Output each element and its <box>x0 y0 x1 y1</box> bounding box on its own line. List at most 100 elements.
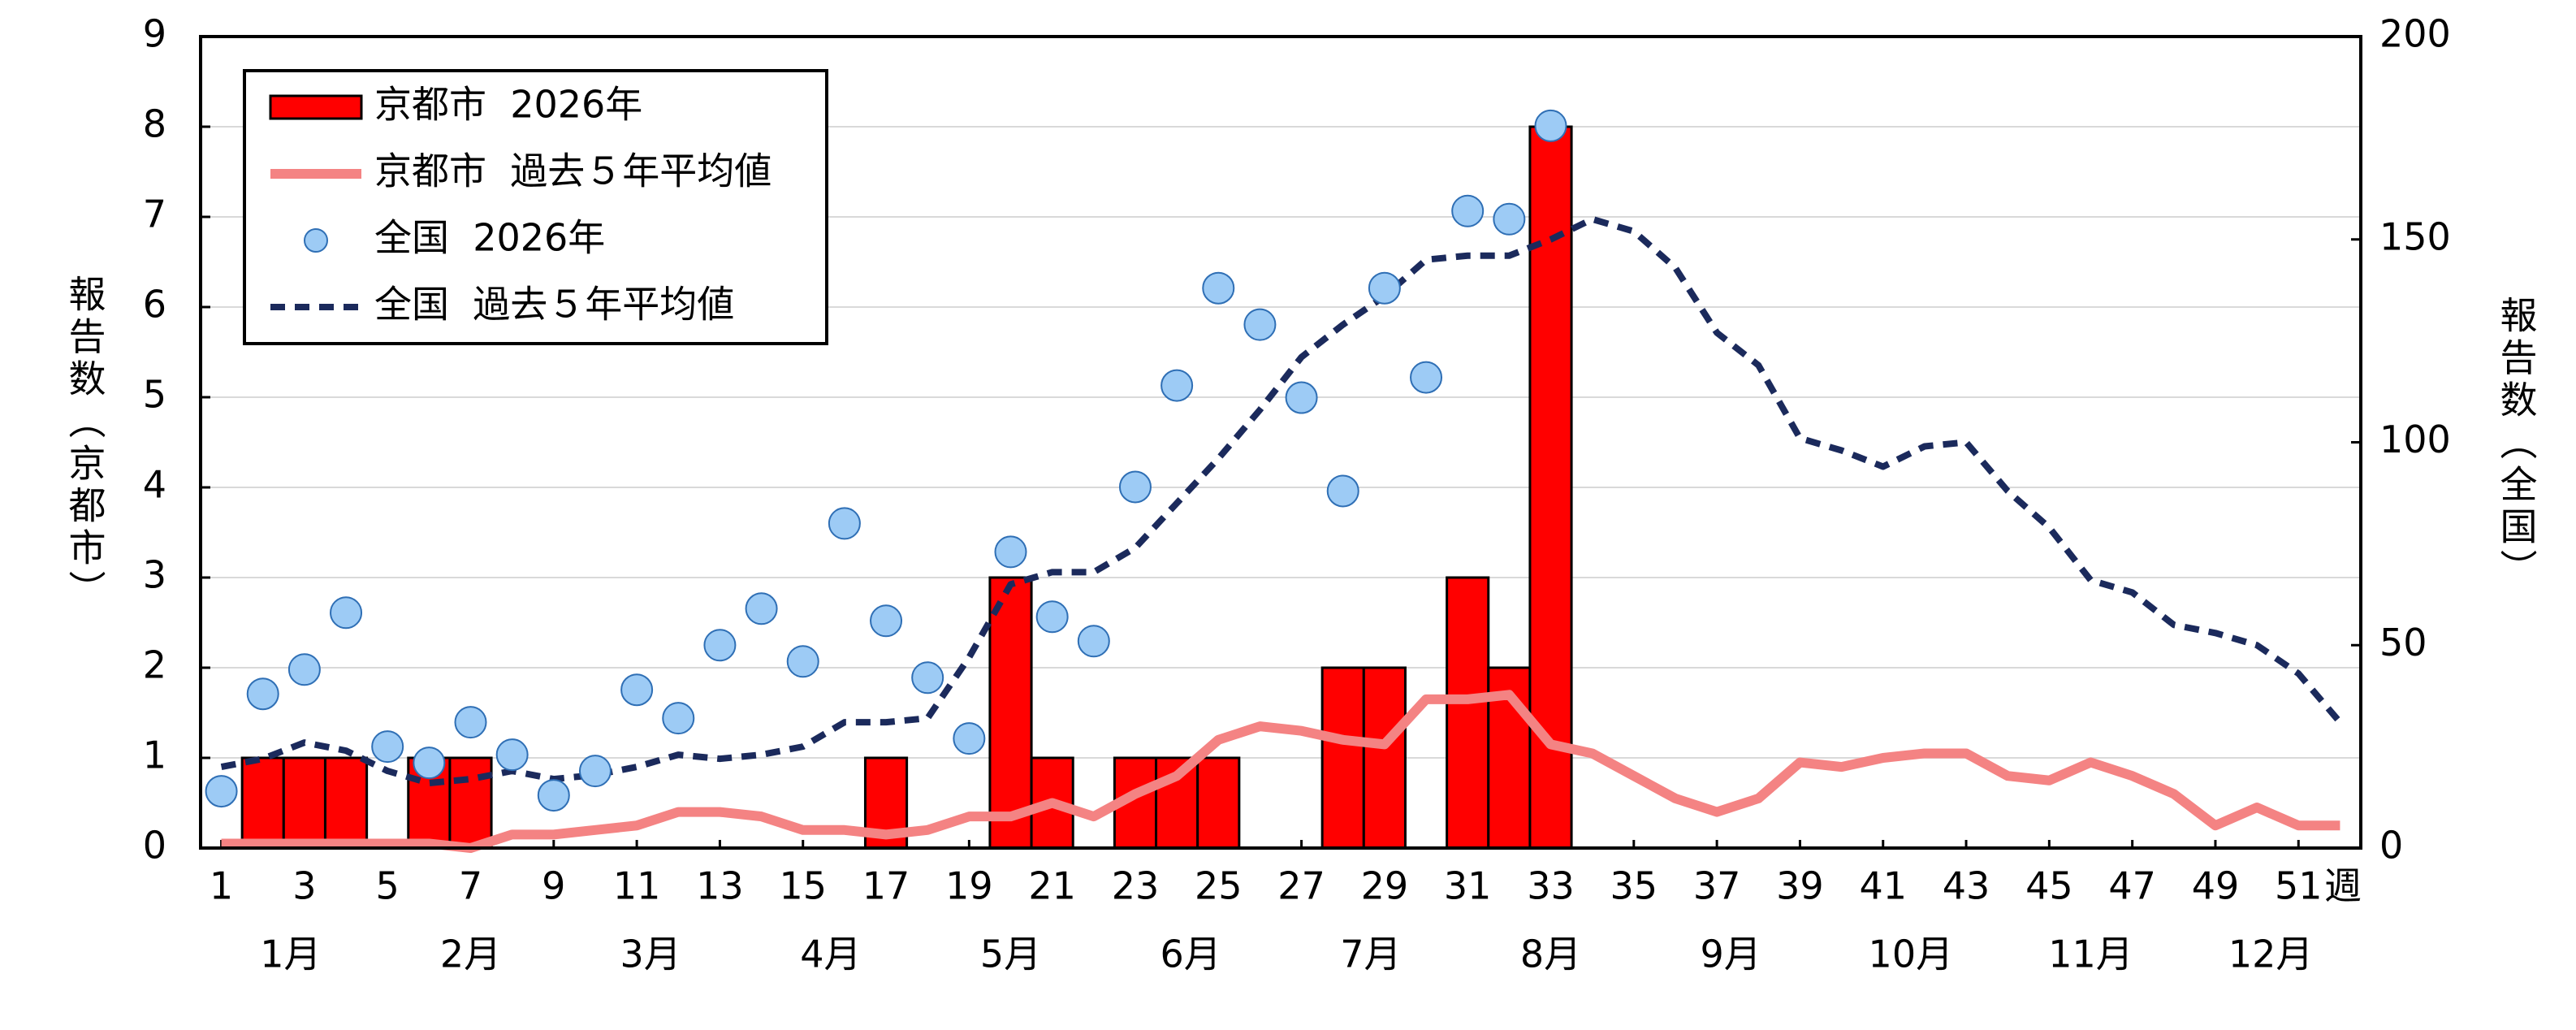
month-label: 1月 <box>260 933 321 976</box>
dot <box>870 604 903 638</box>
bar <box>1320 666 1365 850</box>
y2-axis-title: 報告数（全国） <box>2495 296 2539 591</box>
legend-label: 全国 2026年 <box>374 216 605 260</box>
bar <box>282 756 326 850</box>
dot <box>1410 361 1443 394</box>
dot <box>413 747 446 780</box>
y-axis-title: 報告数（京都市） <box>63 275 107 612</box>
dot <box>1118 470 1152 504</box>
x-axis-title: 週 <box>2324 864 2362 908</box>
dot <box>1326 474 1359 508</box>
x-tick-label: 1 <box>210 864 233 908</box>
dot <box>620 673 654 707</box>
month-label: 10月 <box>1869 933 1954 976</box>
y-tick-label: 5 <box>143 373 166 417</box>
x-tick-label: 43 <box>1943 864 1990 908</box>
dot <box>1160 369 1194 402</box>
x-tick-label: 3 <box>292 864 316 908</box>
dashed-line <box>220 215 2343 787</box>
y2-tick-label: 150 <box>2379 214 2451 258</box>
y-tick-label: 0 <box>143 824 166 868</box>
y-tick-label: 4 <box>143 463 166 507</box>
dot <box>1035 600 1069 634</box>
month-label: 9月 <box>1701 933 1761 976</box>
x-tick-label: 39 <box>1776 864 1824 908</box>
y-tick-label: 1 <box>143 734 166 777</box>
x-tick-label: 19 <box>945 864 993 908</box>
dot <box>662 702 695 735</box>
legend-swatch <box>304 228 328 253</box>
bar <box>240 756 285 850</box>
legend-label: 全国 過去５年平均値 <box>374 283 734 327</box>
x-tick-label: 25 <box>1195 864 1243 908</box>
bar <box>1196 756 1241 850</box>
y-tick-label: 3 <box>143 553 166 597</box>
x-tick-label: 11 <box>613 864 661 908</box>
y-tick-label: 6 <box>143 283 166 327</box>
x-tick-label: 41 <box>1859 864 1907 908</box>
y-tick-label: 9 <box>143 12 166 56</box>
dot <box>1534 109 1567 142</box>
dot <box>994 535 1027 569</box>
dot <box>371 730 404 764</box>
month-label: 3月 <box>620 933 681 976</box>
y2-tick-label: 50 <box>2379 621 2427 664</box>
legend-label: 京都市 2026年 <box>374 83 642 127</box>
dot <box>578 755 612 788</box>
dot <box>703 629 737 662</box>
x-tick-label: 29 <box>1361 864 1409 908</box>
month-label: 12月 <box>2228 933 2314 976</box>
dot <box>454 706 487 739</box>
x-tick-label: 7 <box>459 864 482 908</box>
y2-tick-label: 0 <box>2379 824 2403 868</box>
line <box>221 690 2340 853</box>
dot <box>537 779 570 812</box>
month-label: 7月 <box>1340 933 1401 976</box>
dot <box>330 596 363 630</box>
dot <box>1368 271 1401 305</box>
x-tick-label: 27 <box>1277 864 1325 908</box>
month-label: 8月 <box>1520 933 1581 976</box>
dot <box>1077 625 1110 658</box>
x-tick-label: 13 <box>696 864 744 908</box>
dot <box>911 661 944 695</box>
month-label: 2月 <box>440 933 501 976</box>
x-tick-label: 5 <box>376 864 400 908</box>
legend-label: 京都市 過去５年平均値 <box>374 149 772 193</box>
x-tick-label: 51 <box>2275 864 2323 908</box>
month-label: 11月 <box>2048 933 2133 976</box>
month-label: 4月 <box>800 933 861 976</box>
x-tick-label: 47 <box>2108 864 2156 908</box>
dot <box>786 645 819 678</box>
dot <box>1243 308 1277 341</box>
bar <box>448 756 493 850</box>
y2-tick-label: 200 <box>2379 12 2451 56</box>
dot <box>495 738 529 772</box>
x-tick-label: 9 <box>542 864 565 908</box>
x-tick-label: 31 <box>1444 864 1492 908</box>
y2-tick-label: 100 <box>2379 418 2451 461</box>
x-tick-label: 35 <box>1610 864 1658 908</box>
plot-frame <box>199 35 2362 850</box>
dot <box>1285 381 1318 414</box>
x-tick-label: 21 <box>1028 864 1076 908</box>
x-tick-label: 49 <box>2192 864 2240 908</box>
x-tick-label: 37 <box>1693 864 1741 908</box>
y-tick-label: 2 <box>143 643 166 687</box>
dot <box>1493 202 1526 236</box>
dot <box>287 653 321 686</box>
bar <box>323 756 369 850</box>
dot <box>828 507 861 540</box>
dot <box>953 722 986 755</box>
month-label: 6月 <box>1160 933 1221 976</box>
y-tick-label: 8 <box>143 102 166 146</box>
x-tick-label: 17 <box>862 864 910 908</box>
x-tick-label: 33 <box>1527 864 1575 908</box>
bar <box>1446 576 1490 850</box>
month-label: 5月 <box>980 933 1041 976</box>
y-tick-label: 7 <box>143 193 166 236</box>
dot <box>246 677 279 711</box>
dot <box>1451 194 1485 227</box>
